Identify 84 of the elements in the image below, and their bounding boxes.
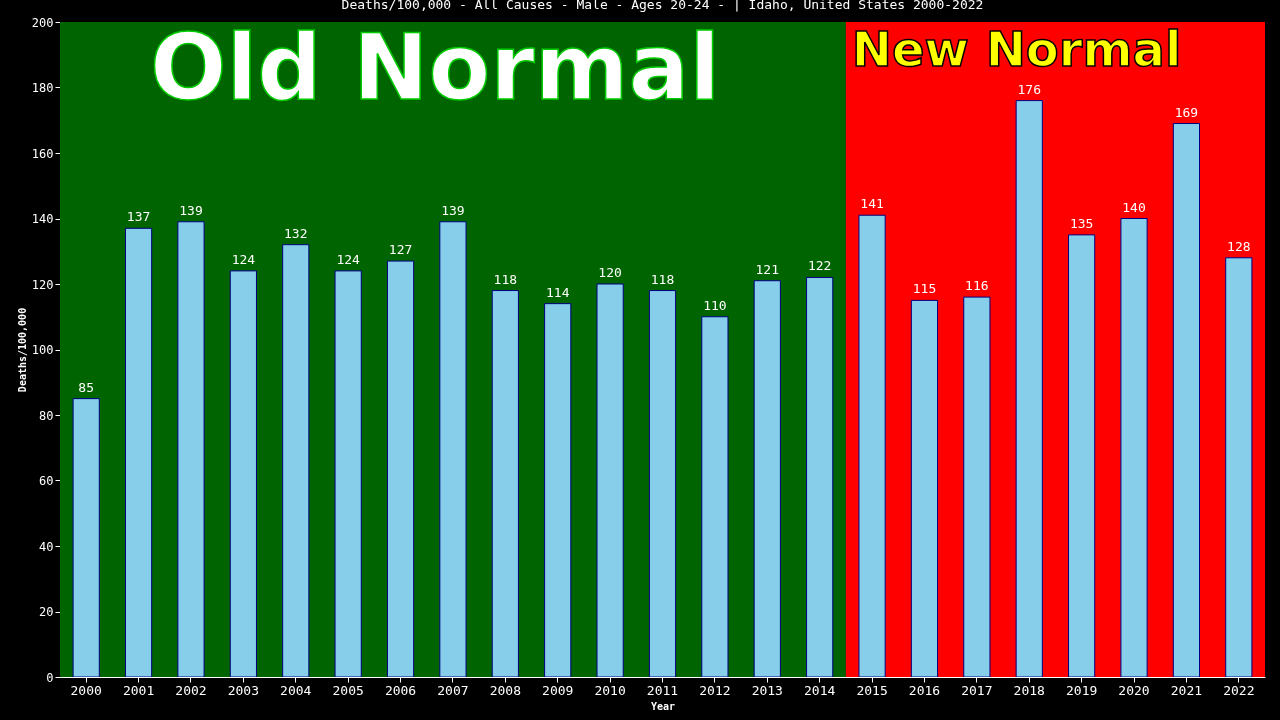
y-tick-label: 80 (39, 408, 54, 423)
x-tick-label: 2019 (1065, 682, 1098, 698)
data-label: 128 (1227, 238, 1251, 254)
y-tick-label: 120 (31, 277, 54, 292)
x-tick-label: 2002 (175, 682, 207, 698)
y-tick-label: 40 (39, 539, 54, 554)
bar (177, 221, 205, 678)
data-label: 176 (1017, 81, 1041, 97)
y-tick-label: 200 (31, 15, 54, 30)
data-label: 124 (336, 251, 361, 267)
bar (1068, 234, 1096, 678)
y-tick-label: 100 (31, 343, 54, 357)
y-tick-label: 140 (31, 212, 54, 226)
data-label: 118 (650, 271, 675, 287)
data-label: 118 (493, 271, 518, 287)
bar (124, 227, 153, 678)
band-label: Old Normal (150, 15, 721, 120)
bar (963, 296, 991, 678)
x-tick-label: 2003 (227, 682, 260, 698)
data-label: 141 (860, 196, 884, 212)
y-tick-label: 20 (39, 605, 54, 619)
data-label: 110 (703, 297, 727, 313)
bar (1172, 123, 1201, 678)
x-tick-label: 2004 (280, 682, 312, 698)
x-axis-title: Year (650, 700, 676, 712)
bar (229, 270, 257, 678)
data-label: 120 (598, 265, 622, 280)
x-tick-label: 2005 (332, 682, 364, 698)
bar (282, 244, 310, 678)
bar (544, 303, 572, 678)
bar (72, 398, 100, 678)
bar (386, 260, 415, 678)
data-label: 124 (231, 251, 256, 267)
bar (1015, 100, 1043, 678)
bar (753, 280, 781, 678)
x-tick-label: 2008 (489, 682, 521, 698)
bar (439, 221, 467, 678)
data-label: 169 (1174, 104, 1199, 120)
data-label: 139 (179, 202, 203, 218)
x-tick-label: 2011 (646, 682, 679, 698)
y-axis-title: Deaths/100,000 (16, 307, 28, 393)
y-tick-label: 160 (31, 146, 54, 161)
data-label: 139 (441, 202, 465, 218)
bar (648, 290, 677, 678)
x-tick-label: 2000 (70, 682, 102, 698)
data-label: 132 (284, 225, 308, 241)
y-tick-label: 0 (46, 670, 54, 685)
x-tick-label: 2020 (1118, 682, 1150, 698)
data-label: 135 (1069, 215, 1094, 231)
data-label: 85 (78, 379, 95, 395)
x-tick-label: 2006 (384, 682, 417, 698)
data-label: 116 (965, 278, 989, 294)
bar (701, 316, 729, 678)
x-tick-label: 2022 (1223, 682, 1255, 698)
band-label: New Normal (851, 21, 1182, 77)
bar (491, 290, 519, 678)
bar (806, 276, 834, 678)
x-tick-label: 2007 (437, 682, 469, 698)
bar (1120, 218, 1148, 678)
bar (910, 299, 939, 678)
bar (596, 283, 624, 678)
x-tick-label: 2013 (751, 682, 783, 698)
data-label: 137 (126, 209, 151, 225)
data-label: 114 (545, 284, 570, 300)
y-tick-label: 60 (39, 474, 54, 488)
bar (858, 214, 886, 678)
x-tick-label: 2009 (542, 682, 574, 698)
x-tick-label: 2001 (122, 682, 155, 698)
data-label: 115 (912, 281, 937, 297)
data-label: 140 (1122, 199, 1146, 215)
y-tick-label: 180 (31, 81, 54, 95)
data-label: 121 (755, 261, 780, 277)
bar (334, 270, 362, 678)
x-tick-label: 2018 (1013, 682, 1045, 698)
x-tick-label: 2012 (699, 682, 731, 698)
data-label: 122 (807, 258, 832, 274)
x-tick-label: 2010 (594, 682, 626, 698)
x-tick-label: 2021 (1170, 682, 1203, 698)
x-tick-label: 2015 (856, 682, 888, 698)
x-tick-label: 2016 (908, 682, 941, 698)
data-label: 127 (388, 242, 413, 258)
x-tick-label: 2017 (961, 682, 993, 698)
bar (1225, 257, 1253, 678)
x-tick-label: 2014 (804, 682, 836, 698)
